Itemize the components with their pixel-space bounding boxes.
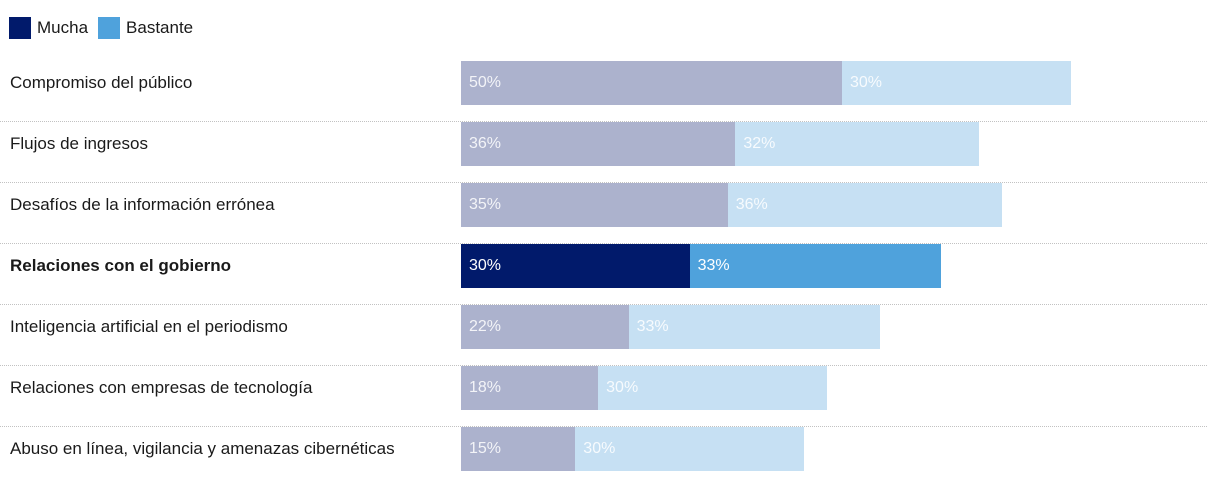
legend: Mucha Bastante bbox=[9, 16, 203, 40]
legend-swatch-bastante bbox=[98, 17, 121, 39]
bar-segment-bastante bbox=[842, 61, 1071, 105]
value-label-bastante: 30% bbox=[850, 74, 883, 91]
value-label-mucha: 36% bbox=[469, 135, 502, 152]
chart-row: Relaciones con empresas de tecnología 18%… bbox=[0, 366, 1207, 427]
chart-row: Abuso en línea, vigilancia y amenazas ci… bbox=[0, 427, 1207, 488]
value-label-bastante: 32% bbox=[743, 135, 776, 152]
stacked-bar-chart: Compromiso del público 50% 30% Flujos de in… bbox=[0, 61, 1207, 471]
value-label-bastante: 33% bbox=[636, 318, 669, 335]
category-label: Flujos de ingresos bbox=[10, 134, 148, 153]
value-label-mucha: 50% bbox=[469, 74, 502, 91]
legend-item-bastante: Bastante bbox=[98, 17, 193, 39]
bar-segment-bastante bbox=[727, 183, 1002, 227]
bar-segment-bastante bbox=[689, 244, 942, 288]
bar-segment-mucha bbox=[461, 305, 629, 349]
value-label-mucha: 22% bbox=[469, 318, 502, 335]
bar-segment-mucha bbox=[461, 183, 728, 227]
chart-row: Compromiso del público 50% 30% bbox=[0, 61, 1207, 122]
value-label-mucha: 30% bbox=[469, 257, 502, 274]
value-label-bastante: 30% bbox=[606, 379, 639, 396]
category-label: Inteligencia artificial en el periodismo bbox=[10, 317, 288, 336]
bar-segment-mucha bbox=[461, 366, 599, 410]
chart-row: Inteligencia artificial en el periodismo… bbox=[0, 305, 1207, 366]
value-label-mucha: 18% bbox=[469, 379, 502, 396]
legend-label-mucha: Mucha bbox=[37, 18, 89, 37]
bar-segment-mucha bbox=[461, 61, 842, 105]
bar-segment-mucha bbox=[461, 244, 690, 288]
chart-row: Flujos de ingresos 36% 32% bbox=[0, 122, 1207, 183]
bar-segment-bastante bbox=[575, 427, 804, 471]
bar-segment-mucha bbox=[461, 427, 576, 471]
value-label-bastante: 30% bbox=[583, 440, 616, 457]
bar-segment-mucha bbox=[461, 122, 736, 166]
category-label: Compromiso del público bbox=[10, 73, 193, 92]
legend-swatch-mucha bbox=[9, 17, 31, 39]
category-label: Relaciones con el gobierno bbox=[10, 256, 232, 275]
category-label: Relaciones con empresas de tecnología bbox=[10, 378, 313, 397]
value-label-bastante: 36% bbox=[735, 196, 768, 213]
value-label-bastante: 33% bbox=[697, 257, 730, 274]
chart-row: Desafíos de la información errónea 35% 36% bbox=[0, 183, 1207, 244]
bar-segment-bastante bbox=[628, 305, 881, 349]
legend-label-bastante: Bastante bbox=[126, 18, 194, 37]
bar-segment-bastante bbox=[735, 122, 980, 166]
legend-item-mucha: Mucha bbox=[9, 17, 88, 39]
category-label: Desafíos de la información errónea bbox=[10, 195, 275, 214]
chart-row: Relaciones con el gobierno 30% 33% bbox=[0, 244, 1207, 305]
value-label-mucha: 35% bbox=[469, 196, 502, 213]
category-label: Abuso en línea, vigilancia y amenazas ci… bbox=[10, 439, 395, 458]
bar-segment-bastante bbox=[598, 366, 827, 410]
value-label-mucha: 15% bbox=[469, 440, 502, 457]
